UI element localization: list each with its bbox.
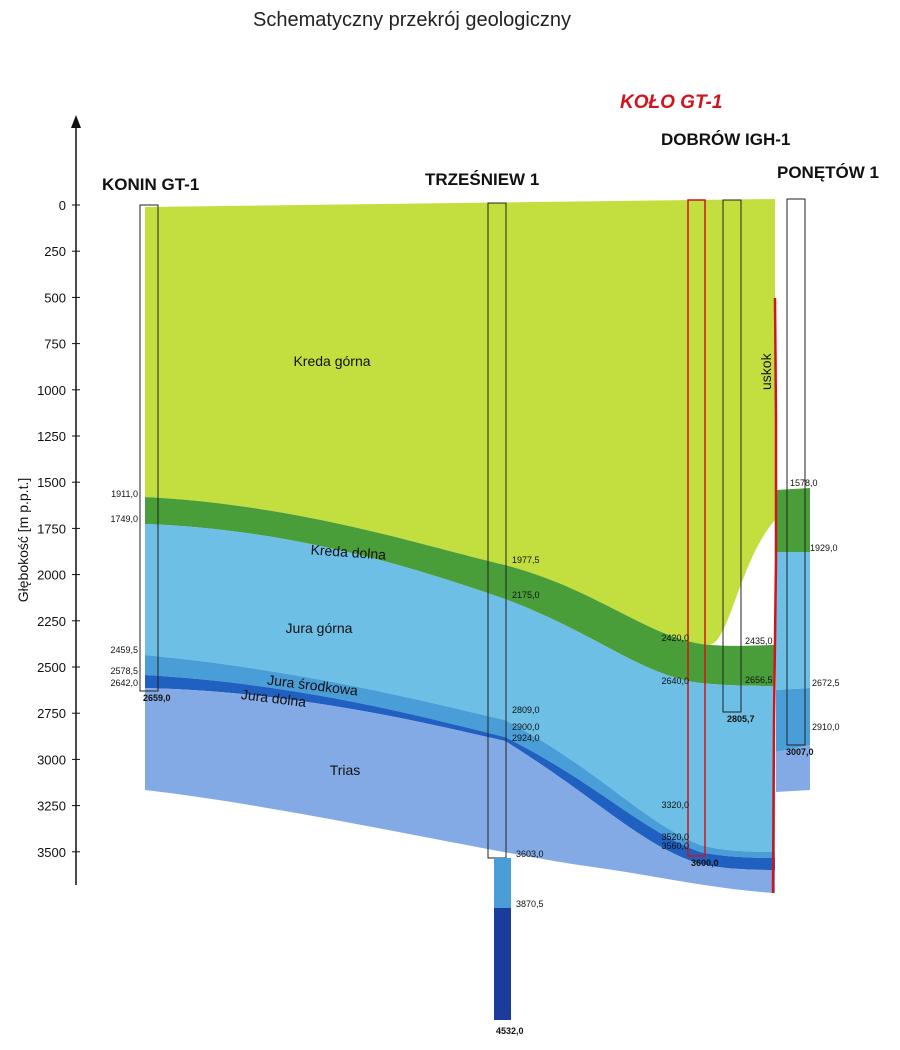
well-total-depth: 2659,0: [143, 693, 171, 703]
y-tick-label: 3250: [37, 799, 66, 814]
well-marker: 1911,0: [111, 489, 138, 499]
y-tick-label: 2500: [37, 660, 66, 675]
layers: [145, 199, 810, 893]
well-marker: 2900,0: [512, 722, 540, 732]
y-tick-label: 250: [44, 244, 66, 259]
well-ponetow-column: [786, 198, 806, 746]
well-marker: 1578,0: [790, 478, 818, 488]
well-marker: 2809,0: [512, 705, 540, 715]
layer-trias-band: [145, 688, 775, 893]
layer-jura-dolna-right: [776, 688, 810, 752]
layer-kreda-gorna-band: [145, 199, 775, 645]
y-axis: 0 250 500 750 1000 1250 1500 1750 2000 2250 2500 27…: [15, 115, 81, 885]
layer-kreda-dolna-right: [776, 488, 810, 552]
well-marker: 2435,0: [745, 636, 773, 646]
well-marker: 3320,0: [661, 800, 689, 810]
well-marker: 2924,0: [512, 733, 540, 743]
well-marker: 3870,5: [516, 899, 544, 909]
y-tick-label: 1750: [37, 521, 66, 536]
y-tick-label: 2750: [37, 706, 66, 721]
layer-label-kreda-gorna: Kreda górna: [293, 353, 370, 369]
fault-line: [771, 297, 778, 894]
well-name-ponetow: PONĘTÓW 1: [777, 163, 879, 182]
y-tick-label: 1250: [37, 429, 66, 444]
y-tick-label: 2250: [37, 614, 66, 629]
y-tick-label: 500: [44, 290, 66, 305]
well-name-trzesniew: TRZEŚNIEW 1: [425, 170, 539, 189]
well-marker: 1749,0: [110, 514, 138, 524]
well-marker: 1929,0: [810, 543, 838, 553]
well-marker: 2910,0: [812, 722, 840, 732]
y-tick-label: 1000: [37, 383, 66, 398]
y-tick-label: 1500: [37, 475, 66, 490]
well-total-depth: 2805,7: [727, 714, 755, 724]
y-tick-label: 750: [44, 337, 66, 352]
y-axis-arrowhead: [71, 115, 81, 128]
well-trzesniew-bottom-segment: [494, 908, 511, 1020]
well-total-depth: 3600,0: [691, 858, 719, 868]
wells: KONIN GT-1 1911,0 1749,0 2459,5 2578,5 2…: [102, 92, 879, 1036]
y-tick-label: 3000: [37, 752, 66, 767]
well-total-depth: 3007,0: [786, 747, 814, 757]
well-marker: 1977,5: [512, 555, 540, 565]
well-marker: 3520,0: [661, 832, 689, 842]
layer-kreda-dolna-band: [145, 497, 775, 686]
well-name-kolo: KOŁO GT-1: [620, 92, 722, 113]
well-marker: 2175,0: [512, 590, 540, 600]
well-name-dobrow: DOBRÓW IGH-1: [661, 130, 790, 149]
y-axis-ticks: 0 250 500 750 1000 1250 1500 1750 2000 2250 2500 27…: [37, 198, 80, 860]
well-marker: 2672,5: [812, 678, 840, 688]
layer-label-trias: Trias: [330, 762, 361, 778]
fault-label: uskok: [758, 352, 774, 390]
layer-jura-gorna-right: [776, 552, 810, 690]
layer-trias-right: [776, 745, 810, 792]
y-tick-label: 2000: [37, 568, 66, 583]
y-tick-label: 3500: [37, 845, 66, 860]
well-marker: 2640,0: [661, 676, 689, 686]
well-trzesniew-lower-segment: [494, 858, 511, 908]
well-konin-column: [139, 204, 159, 692]
well-marker: 3603,0: [516, 849, 544, 859]
well-marker: 2459,5: [110, 645, 138, 655]
well-kolo-column: [687, 199, 706, 857]
layer-label-jura-dolna: Jura dolna: [240, 686, 307, 710]
well-name-konin: KONIN GT-1: [102, 175, 199, 194]
y-tick-label: 0: [59, 198, 66, 213]
well-marker: 3560,0: [661, 841, 689, 851]
layer-label-kreda-dolna: Kreda dolna: [310, 541, 387, 562]
well-marker: 2656,5: [745, 675, 773, 685]
well-dobrow-column: [722, 199, 742, 713]
well-marker: 2642,0: [110, 678, 138, 688]
layer-jura-gorna-band: [145, 524, 775, 852]
well-total-depth: 4532,0: [496, 1026, 524, 1036]
layer-jura-srodkowa-band: [145, 655, 775, 858]
diagram-title: Schematyczny przekrój geologiczny: [253, 9, 571, 31]
layer-label-jura-gorna: Jura górna: [286, 620, 353, 636]
fault: uskok: [758, 297, 778, 894]
well-marker: 2578,5: [110, 666, 138, 676]
well-marker: 2420,0: [661, 633, 689, 643]
y-axis-label: Głębokość [m p.p.t.]: [15, 478, 31, 603]
